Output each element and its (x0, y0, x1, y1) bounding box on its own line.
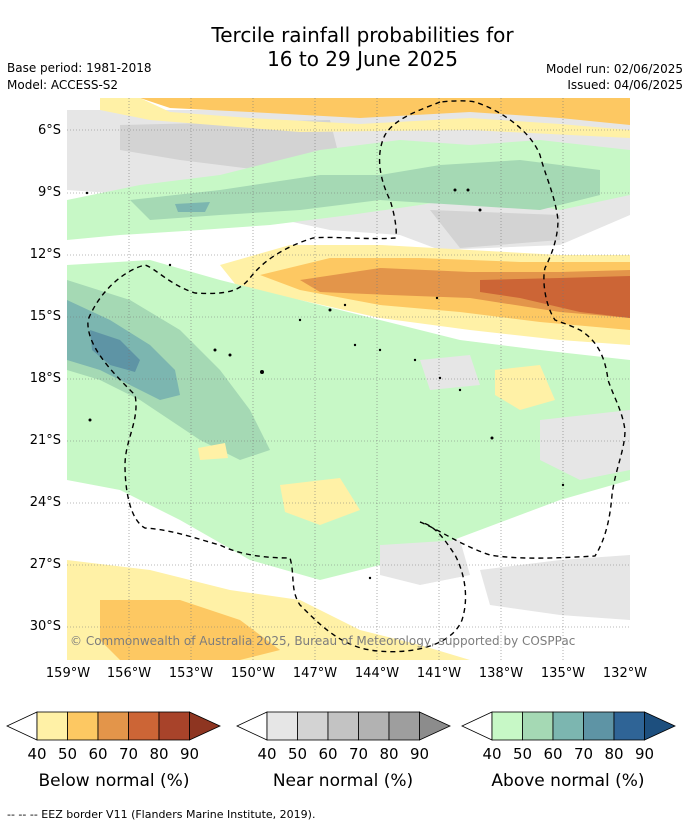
island-outlines (85, 188, 565, 580)
map-title-line1: Tercile rainfall probabilities for (211, 23, 514, 47)
lat-label: 30°S (29, 619, 61, 634)
lon-label: 156°W (106, 666, 152, 681)
above-tick-label: 80 (604, 745, 624, 763)
below-normal-region-east (495, 365, 555, 410)
lat-label: 27°S (29, 557, 61, 572)
lon-label: 132°W (602, 666, 648, 681)
lon-label: 138°W (478, 666, 524, 681)
near-normal-region-central-patch (420, 355, 480, 390)
below-normal-legend-title: Below normal (%) (38, 771, 190, 791)
above-tick-label: 70 (573, 745, 594, 763)
lon-label: 159°W (45, 666, 91, 681)
near-normal-region-northeast (430, 210, 560, 248)
lat-label: 18°S (29, 371, 61, 386)
near-tick-label: 70 (348, 745, 369, 763)
lat-label: 6°S (37, 123, 61, 138)
eez-border (87, 100, 626, 653)
below-normal-region-small (198, 443, 228, 460)
below-tick-label: 40 (27, 745, 47, 763)
lat-label: 24°S (29, 495, 61, 510)
below-tick-label: 60 (88, 745, 108, 763)
below-normal-colorbar (6, 711, 221, 741)
above-tick-label: 90 (634, 745, 655, 763)
above-normal-region-north-core (175, 202, 210, 212)
model-label: Model: ACCESS-S2 (7, 78, 119, 92)
above-normal-colorbar (461, 711, 676, 741)
near-normal-colorbar (236, 711, 451, 741)
lon-label: 150°W (230, 666, 276, 681)
near-tick-label: 80 (379, 745, 399, 763)
above-normal-region-north-mid (130, 160, 600, 220)
below-normal-region-north (140, 98, 630, 125)
near-tick-label: 60 (318, 745, 338, 763)
lon-label: 141°W (416, 666, 462, 681)
gridlines (67, 98, 630, 660)
below-normal-region-central-south (280, 478, 360, 525)
map-title-line2: 16 to 29 June 2025 (267, 47, 458, 71)
near-normal-region-southeast (480, 555, 630, 620)
above-normal-region-west-core (90, 330, 140, 372)
near-normal-region-south (380, 540, 470, 585)
lat-label: 15°S (29, 309, 61, 324)
lat-label: 12°S (29, 247, 61, 262)
near-normal-legend-title: Near normal (%) (272, 771, 414, 791)
below-tick-label: 50 (57, 745, 78, 763)
above-normal-region-central (67, 260, 630, 580)
below-normal-region-south-mid (100, 600, 280, 660)
below-tick-label: 70 (118, 745, 139, 763)
below-tick-label: 80 (149, 745, 169, 763)
near-tick-label: 90 (409, 745, 430, 763)
near-normal-region-north-core (120, 120, 340, 170)
copyright-notice: © Commonwealth of Australia 2025, Bureau… (70, 634, 576, 648)
below-tick-label: 90 (179, 745, 200, 763)
above-normal-legend-title: Above normal (%) (491, 771, 645, 791)
lon-label: 144°W (354, 666, 400, 681)
lat-label: 21°S (29, 433, 61, 448)
legend-colorbars (6, 711, 676, 741)
issued-label: Issued: 04/06/2025 (567, 78, 683, 92)
lon-label: 147°W (292, 666, 338, 681)
lon-label: 153°W (168, 666, 214, 681)
base-period-label: Base period: 1981-2018 (7, 61, 152, 75)
near-tick-label: 50 (287, 745, 308, 763)
above-tick-label: 40 (482, 745, 502, 763)
lon-label: 135°W (540, 666, 586, 681)
near-normal-region-east (540, 410, 630, 480)
model-run-label: Model run: 02/06/2025 (545, 62, 683, 76)
below-normal-region-north-light (100, 98, 630, 138)
above-tick-label: 60 (543, 745, 563, 763)
eez-border-footnote: -- -- -- EEZ border V11 (Flanders Marine… (7, 808, 316, 821)
lat-label: 9°S (37, 185, 61, 200)
above-tick-label: 50 (512, 745, 533, 763)
below-normal-region-central-core (480, 276, 630, 318)
near-tick-label: 40 (257, 745, 277, 763)
